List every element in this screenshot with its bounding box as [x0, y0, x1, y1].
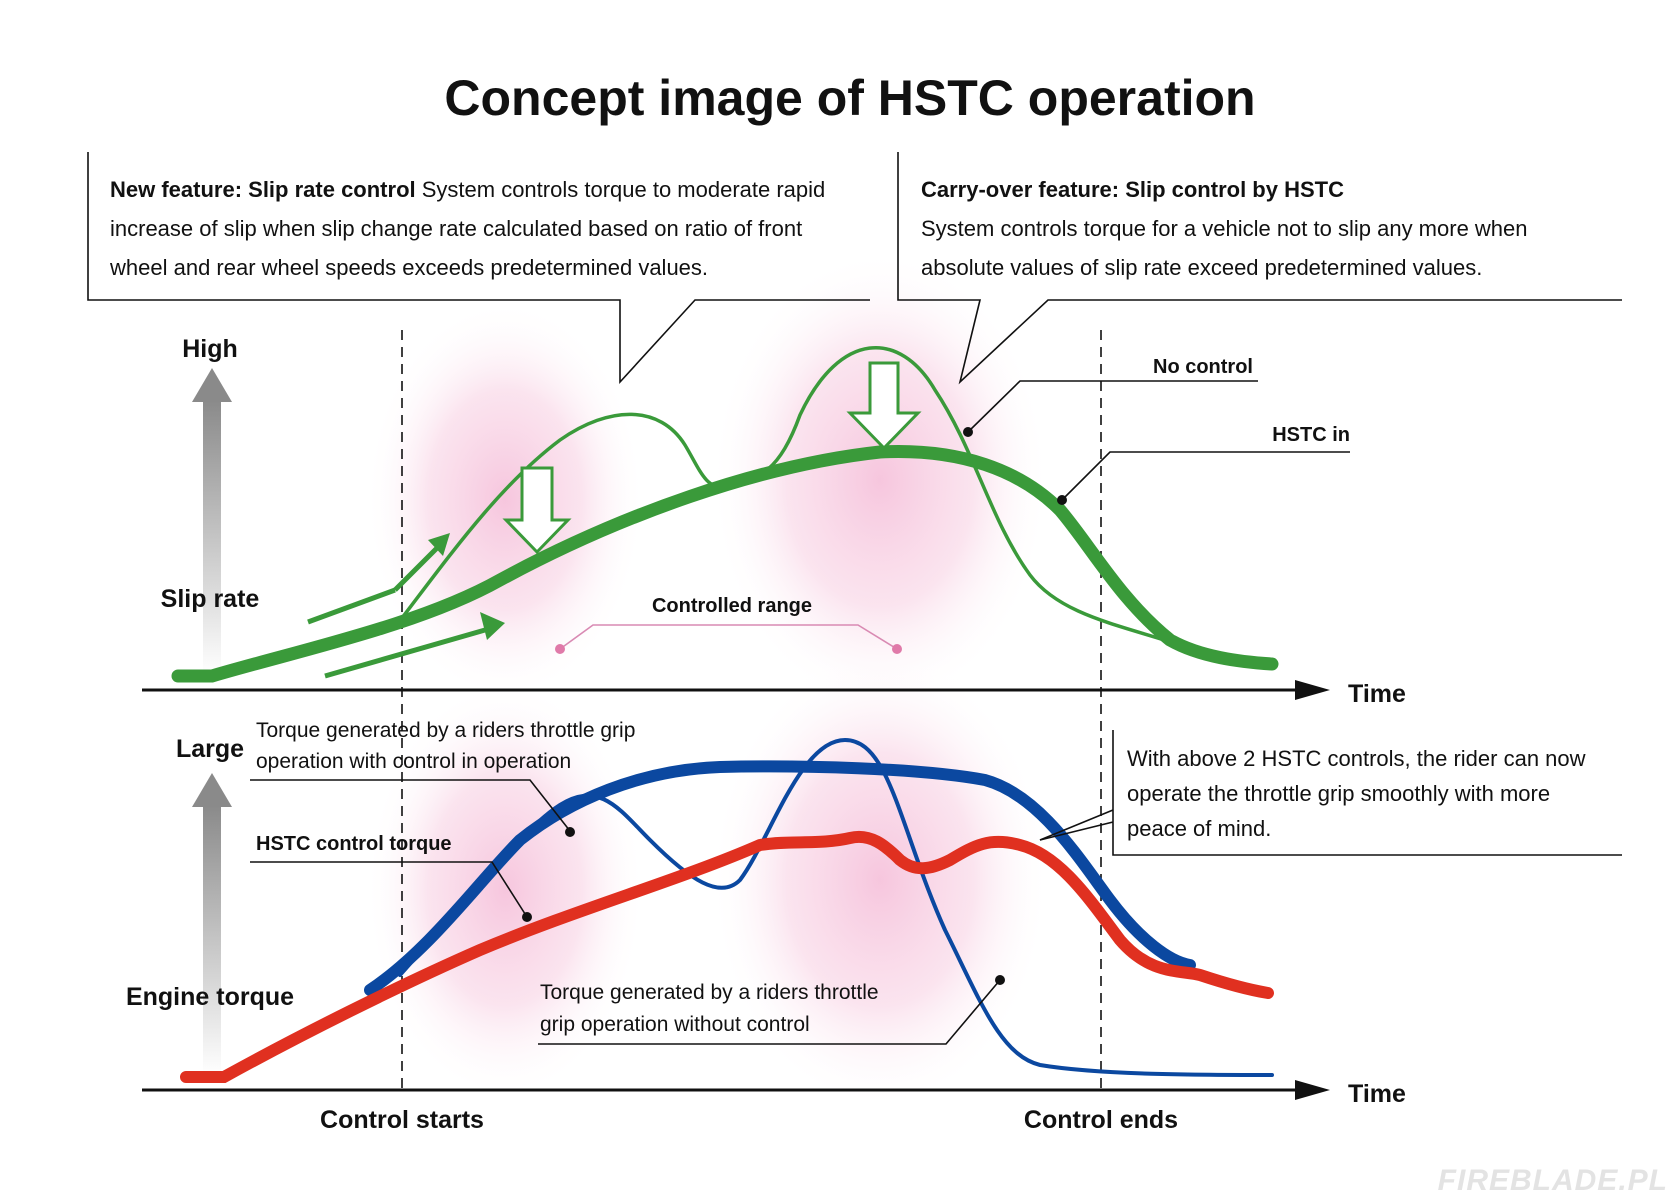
- rider-callout-line1: With above 2 HSTC controls, the rider ca…: [1127, 746, 1586, 771]
- controlled-range-bracket: [559, 624, 898, 650]
- engine-torque-axis-label: Engine torque: [126, 983, 294, 1011]
- with-control-label-line1: Torque generated by a riders throttle gr…: [256, 719, 635, 742]
- hstc-in-marker: [1057, 495, 1067, 505]
- page-title: Concept image of HSTC operation: [444, 70, 1255, 126]
- control-starts-label: Control starts: [320, 1106, 484, 1134]
- without-control-marker: [995, 975, 1005, 985]
- controlled-range-label: Controlled range: [652, 595, 812, 617]
- hstc-in-label: HSTC in: [1272, 424, 1350, 446]
- slip-rate-high-label: High: [182, 335, 238, 363]
- slip-rate-control-down-arrow: [502, 466, 572, 555]
- hstc-control-torque-curve: [180, 830, 1274, 1083]
- without-control-leader: [538, 979, 1001, 1045]
- top-time-arrowhead: [1295, 680, 1330, 700]
- rider-callout-line2: operate the throttle grip smoothly with …: [1127, 781, 1550, 806]
- bottom-time-label: Time: [1348, 1080, 1406, 1108]
- carry-over-line2: System controls torque for a vehicle not…: [921, 216, 1528, 241]
- watermark: FIREBLADE.PL: [1438, 1164, 1668, 1197]
- top-time-label: Time: [1348, 680, 1406, 708]
- without-control-label-line1: Torque generated by a riders throttle: [540, 981, 879, 1004]
- no-control-slip-curve: [400, 345, 1182, 647]
- with-control-marker: [565, 827, 575, 837]
- carry-over-heading: Carry-over feature: Slip control by HSTC: [921, 177, 1344, 202]
- with-control-label-line2: operation with control in operation: [256, 750, 571, 773]
- hstc-torque-marker: [522, 912, 532, 922]
- new-feature-line3: wheel and rear wheel speeds exceeds pred…: [109, 255, 708, 280]
- bottom-time-arrowhead: [1295, 1080, 1330, 1100]
- without-control-label-line2: grip operation without control: [540, 1013, 810, 1036]
- rider-callout-line3: peace of mind.: [1127, 816, 1271, 841]
- new-feature-callout-frame: [87, 152, 870, 385]
- rider-callout-frame: [1039, 730, 1622, 856]
- slip-rate-y-arrow: [192, 368, 232, 675]
- hstc-torque-label: HSTC control torque: [256, 833, 452, 855]
- rider-callout-pointer: [1039, 809, 1114, 841]
- slip-increase-arrows: [307, 533, 505, 679]
- control-ends-label: Control ends: [1024, 1106, 1178, 1134]
- controlled-range-start-dot: [555, 644, 565, 654]
- hstc-in-slip-curve: [171, 445, 1279, 683]
- controlled-range-end-dot: [892, 644, 902, 654]
- new-feature-line2: increase of slip when slip change rate c…: [110, 216, 802, 241]
- carry-over-line3: absolute values of slip rate exceed pred…: [921, 255, 1482, 280]
- torque-with-control-curve: [364, 760, 1196, 996]
- slip-rate-axis-label: Slip rate: [161, 585, 260, 613]
- no-control-label: No control: [1153, 356, 1253, 378]
- no-control-leader: [967, 380, 1258, 433]
- slip-control-down-arrow: [846, 361, 922, 451]
- hstc-torque-leader: [250, 861, 528, 918]
- new-feature-line1: New feature: Slip rate control System co…: [110, 177, 825, 202]
- carry-over-callout-frame: [897, 152, 1622, 385]
- hstc-in-leader: [1061, 451, 1350, 501]
- torque-without-control-curve: [398, 737, 1274, 1077]
- engine-torque-large-label: Large: [176, 735, 244, 763]
- with-control-leader: [250, 779, 571, 832]
- engine-torque-y-arrow: [192, 773, 232, 1075]
- no-control-marker: [963, 427, 973, 437]
